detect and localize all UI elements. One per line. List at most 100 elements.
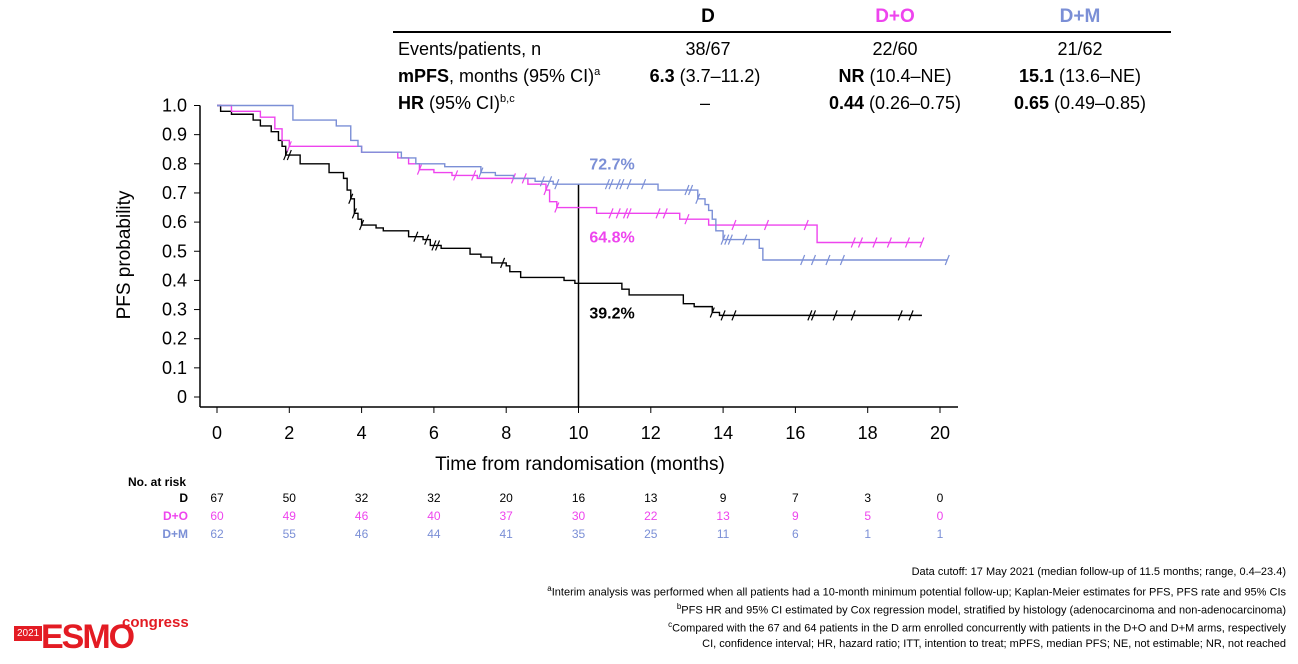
censor-mark: [608, 208, 614, 219]
risk-cell: 13: [644, 491, 658, 505]
censor-mark: [832, 310, 838, 321]
censor-mark: [807, 310, 813, 321]
censor-mark: [539, 176, 545, 187]
km-chart: 0 2 4 6 8 10 12 14 16 18 20 0 0.1 0.2 0.3 0.4 0.5 0.6 0.7 0…: [114, 96, 958, 475]
censor-mark: [434, 240, 441, 251]
censor-mark: [727, 234, 733, 245]
risk-row-label: D+M: [162, 527, 188, 541]
y-tick-label: 0.2: [162, 329, 187, 349]
censor-mark: [554, 178, 560, 190]
censor-mark: [615, 178, 621, 190]
risk-cell: 62: [210, 527, 224, 541]
censor-mark: [286, 149, 292, 161]
rate-annotation: 64.8%: [589, 230, 634, 247]
censor-mark: [416, 164, 422, 175]
censor-mark: [850, 310, 856, 321]
censor-mark: [908, 310, 914, 321]
risk-cell: 1: [936, 527, 944, 541]
chart-annotations: 72.7% 64.8% 39.2%: [589, 157, 634, 323]
risk-cell: 1: [864, 527, 872, 541]
row-hr-do: 0.44 (0.26–0.75): [828, 93, 962, 113]
row-events-dm: 21/62: [1057, 39, 1103, 59]
censor-mark: [626, 178, 632, 190]
logo-year: 2021: [14, 626, 43, 641]
censor-mark: [944, 254, 950, 266]
risk-cell: 25: [644, 527, 658, 541]
censor-mark: [810, 254, 817, 266]
footnote-abbreviations: CI, confidence interval; HR, hazard rati…: [702, 638, 1286, 650]
y-tick-label: 0.4: [162, 270, 187, 290]
y-tick-label: 0.3: [162, 300, 187, 320]
risk-cell: 9: [792, 509, 799, 523]
censor-mark: [543, 184, 549, 196]
risk-cell: 30: [571, 509, 586, 523]
censor-mark: [471, 170, 477, 181]
risk-cell: 50: [282, 491, 296, 505]
header-d: D: [701, 6, 715, 27]
censor-mark: [622, 208, 629, 219]
risk-cell: 67: [210, 491, 224, 505]
x-tick-label: 14: [713, 423, 733, 443]
row-events-label: Events/patients, n: [398, 39, 542, 59]
censor-mark: [763, 219, 770, 231]
risk-cell: 6: [792, 527, 799, 541]
censor-mark: [919, 237, 925, 248]
y-axis-label: PFS probability: [114, 190, 135, 319]
x-tick-label: 18: [858, 423, 878, 443]
risk-cell: 32: [427, 491, 441, 505]
censor-mark: [359, 219, 365, 231]
censor-mark: [825, 254, 831, 266]
censor-mark: [800, 254, 806, 266]
risk-cell: 40: [427, 509, 441, 523]
y-tick-label: 1.0: [162, 96, 187, 116]
risk-cell: 22: [644, 509, 658, 523]
risk-cell: 46: [354, 527, 369, 541]
rate-annotation: 72.7%: [589, 157, 634, 174]
risk-cell: 0: [936, 491, 944, 505]
censor-mark: [720, 310, 726, 321]
x-axis-label: Time from randomisation (months): [435, 454, 725, 475]
censor-mark: [803, 219, 809, 231]
x-tick-label: 12: [641, 423, 661, 443]
censor-mark: [857, 237, 864, 248]
rate-annotation: 39.2%: [589, 305, 634, 322]
risk-cell: 55: [282, 527, 296, 541]
row-mpfs-d: 6.3 (3.7–11.2): [649, 66, 761, 86]
km-curve-do: [217, 104, 922, 244]
x-tick-label: 4: [357, 423, 367, 443]
censor-mark: [720, 234, 726, 245]
censor-mark: [810, 310, 817, 321]
risk-cell: 16: [571, 491, 586, 505]
censor-mark: [688, 184, 694, 196]
censor-mark: [608, 178, 614, 190]
censor-mark: [839, 254, 845, 266]
x-tick-label: 2: [284, 423, 294, 443]
x-tick-label: 0: [212, 423, 222, 443]
risk-cell: 20: [499, 491, 513, 505]
risk-cell: 7: [792, 491, 799, 505]
censor-mark: [424, 234, 430, 245]
censor-mark: [500, 257, 506, 269]
km-curve-dm: [217, 104, 948, 261]
y-tick-label: 0.6: [162, 212, 187, 232]
footnote-b: bPFS HR and 95% CI estimated by Cox regr…: [676, 602, 1286, 617]
censor-mark: [453, 170, 459, 181]
risk-cell: 35: [571, 527, 586, 541]
footnote-a: aInterim analysis was performed when all…: [547, 584, 1286, 599]
risk-row-label: D: [179, 491, 188, 505]
censor-mark: [695, 193, 701, 205]
risk-cell: 41: [499, 527, 513, 541]
row-events-do: 22/60: [872, 39, 918, 59]
row-mpfs-dm: 15.1 (13.6–NE): [1018, 66, 1142, 86]
table-rule: [393, 31, 1171, 33]
row-hr-dm: 0.65 (0.49–0.85): [1013, 93, 1147, 113]
risk-cell: 46: [354, 509, 369, 523]
footnote-c: cCompared with the 67 and 64 patients in…: [668, 620, 1286, 635]
censor-mark: [731, 219, 737, 231]
censor-mark: [742, 234, 748, 245]
risk-cell: 49: [282, 509, 296, 523]
logo-name: ESMO: [41, 618, 135, 656]
censor-mark: [619, 178, 625, 190]
y-tick-label: 0.5: [162, 241, 187, 261]
risk-cell: 44: [427, 527, 441, 541]
